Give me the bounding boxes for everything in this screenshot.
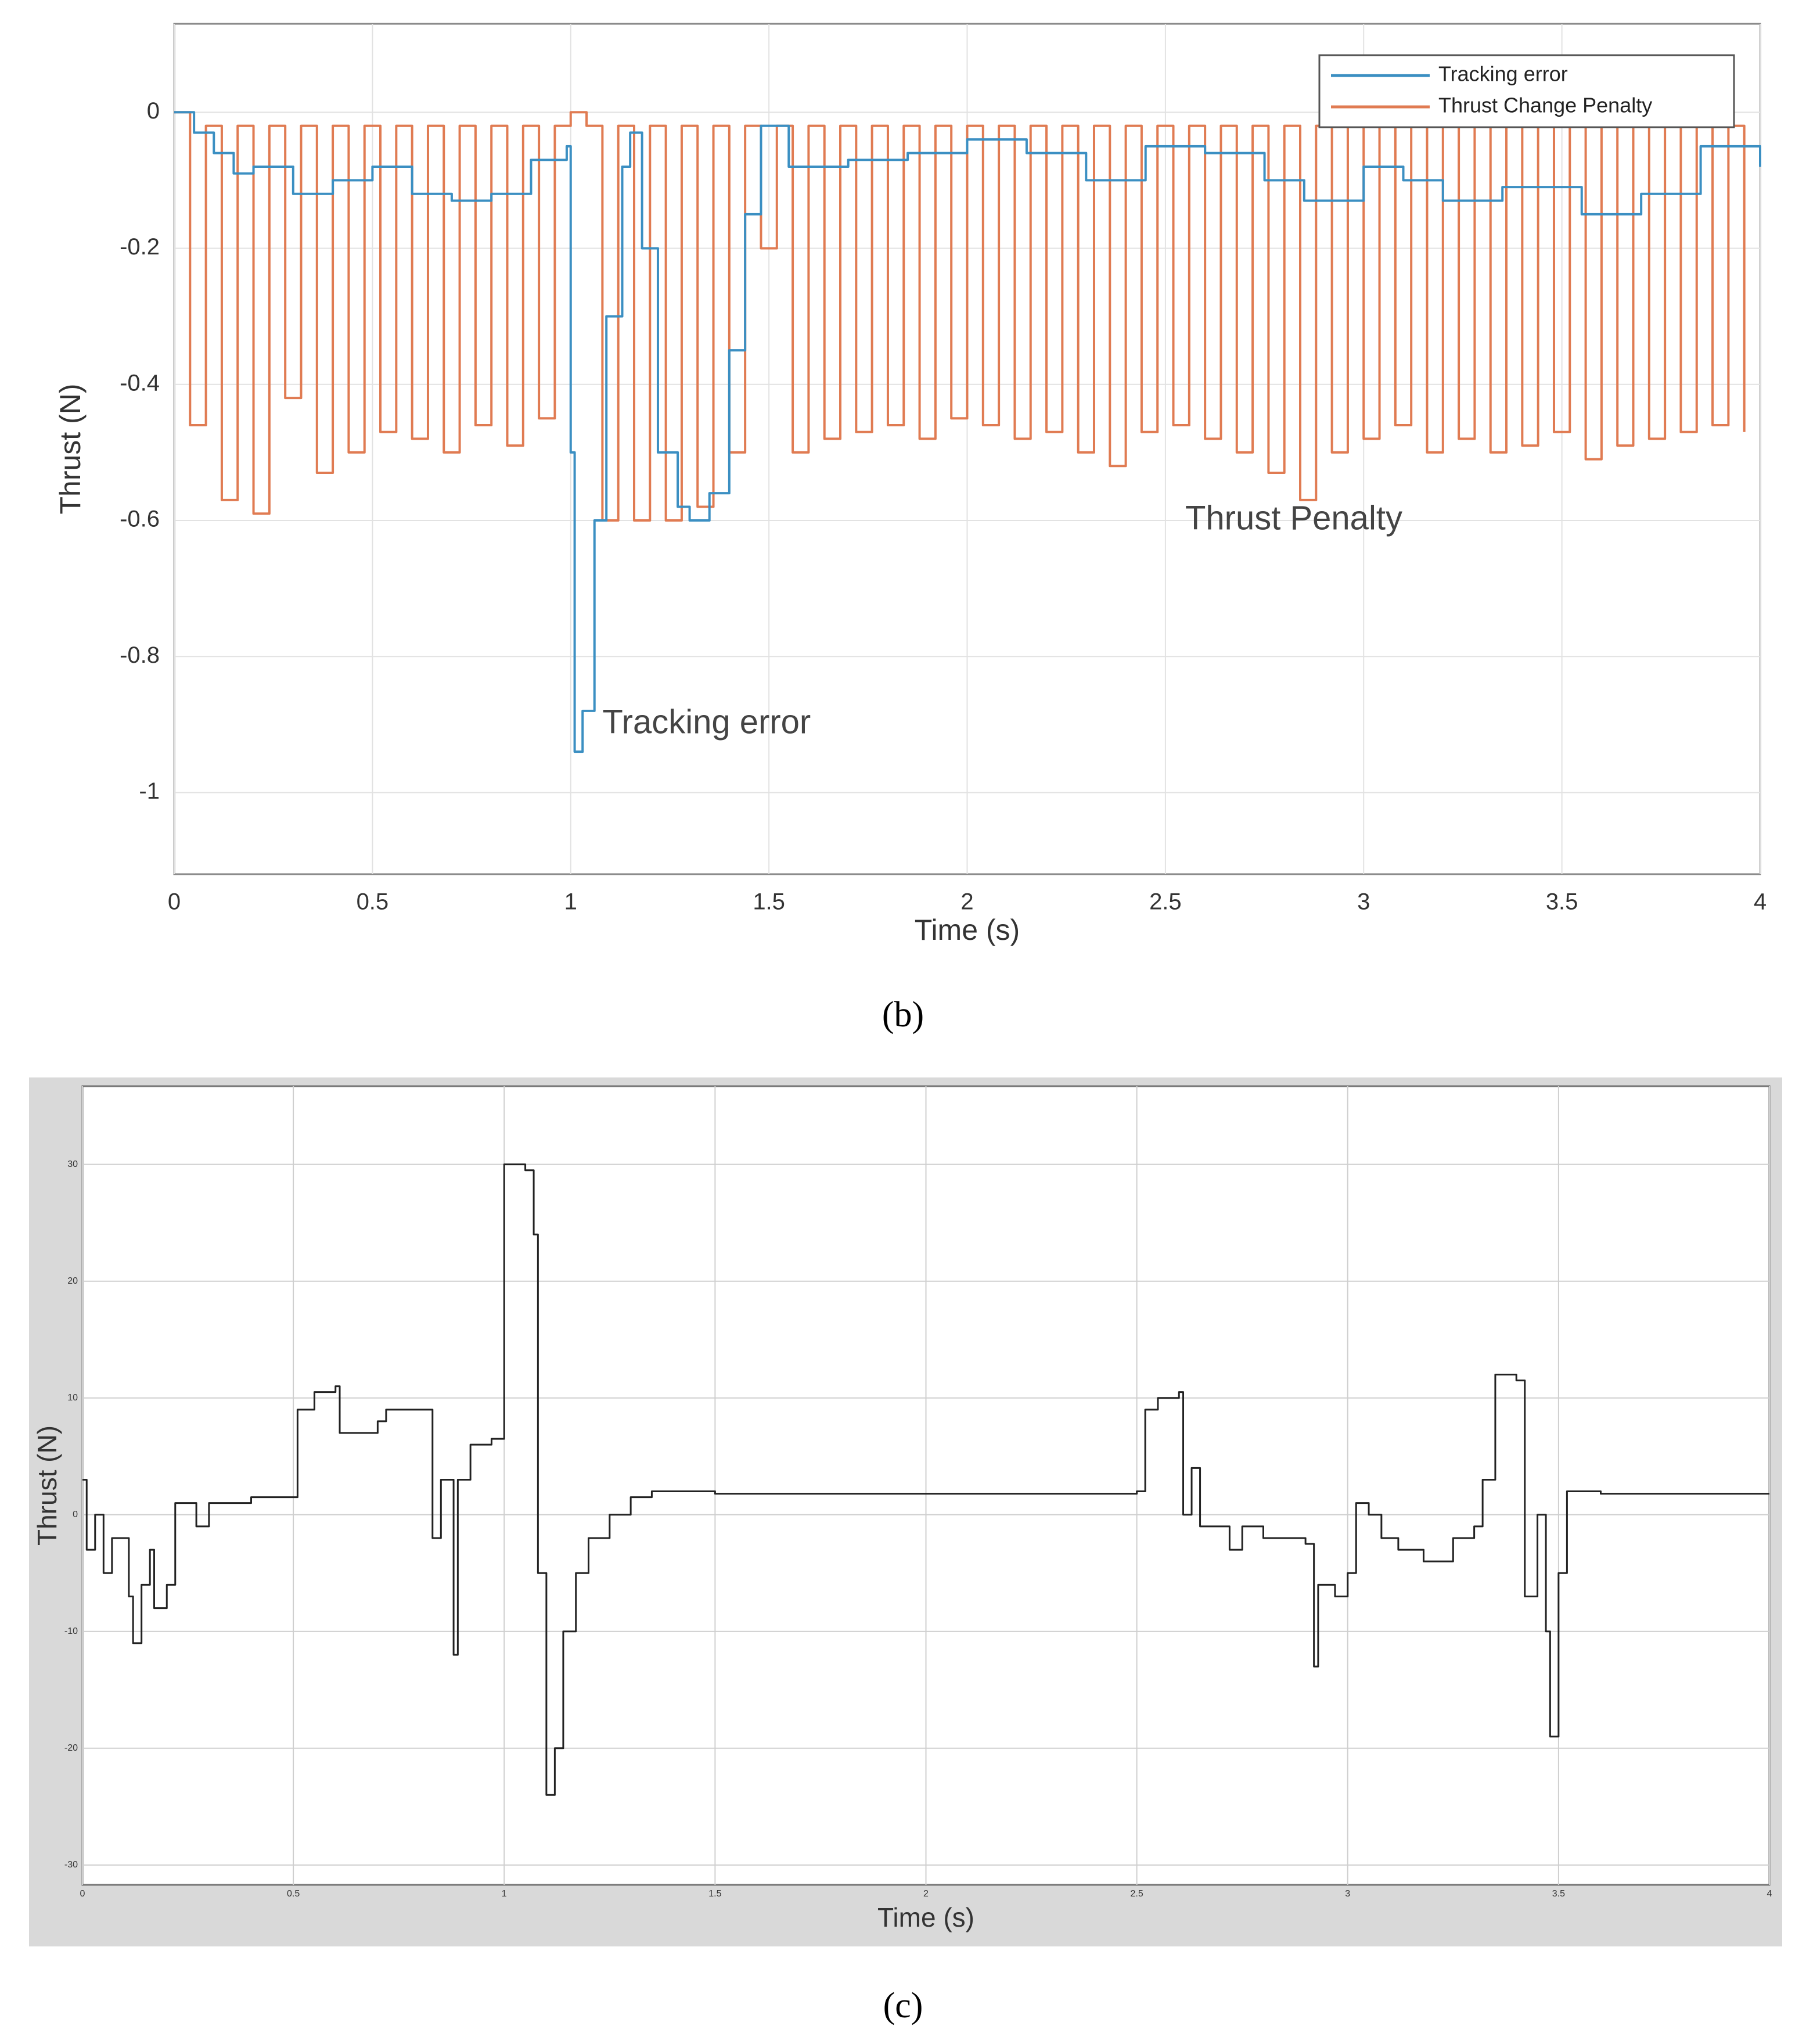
annotation: Tracking error bbox=[602, 703, 811, 741]
x-tick-label: 0.5 bbox=[357, 889, 389, 915]
x-tick-label: 2 bbox=[960, 889, 973, 915]
data-line bbox=[174, 111, 1761, 753]
x-tick-label: 3.5 bbox=[1546, 889, 1578, 915]
x-tick-label: 4 bbox=[1767, 1889, 1772, 1899]
x-tick-label: 1.5 bbox=[708, 1889, 721, 1899]
x-tick-label: 3.5 bbox=[1552, 1889, 1565, 1899]
x-tick-label: 1 bbox=[564, 889, 577, 915]
x-tick-label: 2.5 bbox=[1149, 889, 1182, 915]
y-tick-label: 30 bbox=[67, 1159, 78, 1169]
x-tick-label: 1.5 bbox=[753, 889, 785, 915]
x-tick-label: 2.5 bbox=[1131, 1889, 1143, 1899]
y-tick-label: -10 bbox=[64, 1626, 78, 1636]
y-tick-label: -0.2 bbox=[120, 234, 160, 260]
x-tick-label: 0.5 bbox=[287, 1889, 300, 1899]
y-tick-label: 0 bbox=[147, 98, 160, 124]
x-tick-label: 0 bbox=[168, 889, 181, 915]
y-tick-label: 10 bbox=[67, 1393, 78, 1403]
legend-label: Tracking error bbox=[1438, 62, 1568, 86]
x-tick-label: 1 bbox=[502, 1889, 507, 1899]
x-tick-label: 3 bbox=[1357, 889, 1370, 915]
x-axis-label: Time (s) bbox=[915, 914, 1020, 946]
caption: (c) bbox=[883, 1986, 923, 2025]
y-tick-label: -0.8 bbox=[120, 642, 160, 668]
caption: (b) bbox=[882, 995, 924, 1034]
legend-label: Thrust Change Penalty bbox=[1438, 94, 1652, 117]
y-axis-label: Thrust (N) bbox=[54, 384, 87, 515]
y-tick-label: -0.4 bbox=[120, 370, 160, 396]
legend-box bbox=[1318, 54, 1735, 128]
y-tick-label: -1 bbox=[139, 778, 160, 804]
data-line bbox=[82, 1163, 1769, 1796]
x-tick-label: 3 bbox=[1345, 1889, 1350, 1899]
x-tick-label: 0 bbox=[80, 1889, 85, 1899]
y-tick-label: -20 bbox=[64, 1743, 78, 1753]
x-axis-label: Time (s) bbox=[877, 1902, 974, 1932]
y-tick-label: 20 bbox=[67, 1276, 78, 1286]
y-tick-label: 0 bbox=[73, 1510, 78, 1519]
y-tick-label: -0.6 bbox=[120, 506, 160, 532]
x-tick-label: 2 bbox=[923, 1889, 929, 1899]
y-tick-label: -30 bbox=[64, 1860, 78, 1870]
x-tick-label: 4 bbox=[1754, 889, 1767, 915]
annotation: Thrust Penalty bbox=[1185, 499, 1402, 537]
y-axis-label: Thrust (N) bbox=[32, 1425, 62, 1546]
